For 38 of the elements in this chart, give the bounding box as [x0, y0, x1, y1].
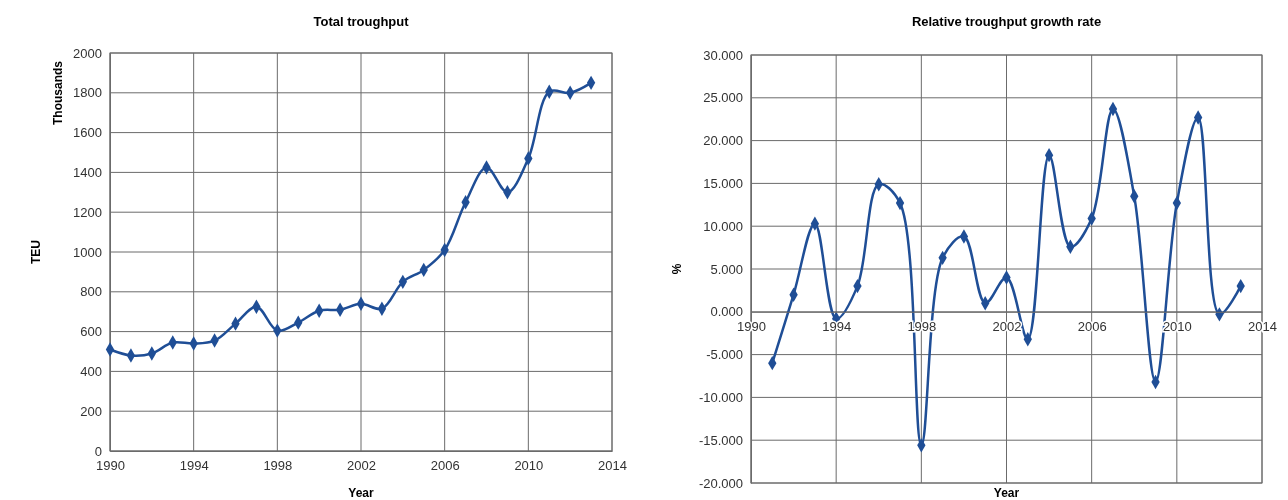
x-tick-label: 2002 — [347, 458, 376, 474]
y-tick-label: 15.000 — [703, 176, 743, 192]
x-axis-title: Year — [993, 486, 1020, 500]
chart-title: Total troughput — [313, 14, 410, 29]
y-tick-label: 800 — [80, 284, 102, 300]
x-tick-label: 1998 — [263, 458, 293, 474]
y-tick-label: 5.000 — [710, 261, 743, 277]
y-axis-title: TEU — [29, 240, 43, 264]
chart-title: Relative troughput growth rate — [911, 14, 1102, 29]
y-tick-label: 0 — [94, 443, 102, 459]
y-tick-label: 10.000 — [703, 218, 743, 234]
x-tick-label: 1994 — [179, 458, 209, 474]
y-tick-label: 1800 — [73, 85, 102, 101]
y-tick-label: 1400 — [73, 165, 102, 181]
y-tick-label: 30.000 — [703, 47, 743, 63]
y-tick-label: 200 — [80, 403, 102, 419]
y2-axis-title: Thousands — [51, 60, 65, 126]
y-tick-label: -15.000 — [698, 432, 743, 448]
y-axis-title: % — [670, 263, 684, 275]
x-tick-label: 1994 — [822, 319, 852, 335]
x-tick-label: 2014 — [598, 458, 627, 474]
x-tick-label: 2006 — [430, 458, 460, 474]
y-tick-label: 400 — [80, 364, 102, 380]
x-axis-title: Year — [348, 486, 375, 500]
y-tick-label: 1200 — [73, 204, 102, 220]
x-tick-label: 1990 — [96, 458, 125, 474]
y-tick-label: 600 — [80, 324, 102, 340]
y-tick-label: -5.000 — [706, 347, 743, 363]
y-tick-label: -20.000 — [698, 475, 743, 491]
y-tick-label: -10.000 — [698, 390, 743, 406]
y-tick-label: 2000 — [73, 45, 102, 61]
y-tick-label: 20.000 — [703, 133, 743, 149]
y-tick-label: 1600 — [73, 125, 102, 141]
y-tick-label: 0.000 — [710, 304, 743, 320]
y-tick-label: 25.000 — [703, 90, 743, 106]
y-tick-label: 1000 — [73, 244, 102, 260]
x-tick-label: 2014 — [1248, 319, 1277, 335]
x-tick-label: 2010 — [514, 458, 544, 474]
